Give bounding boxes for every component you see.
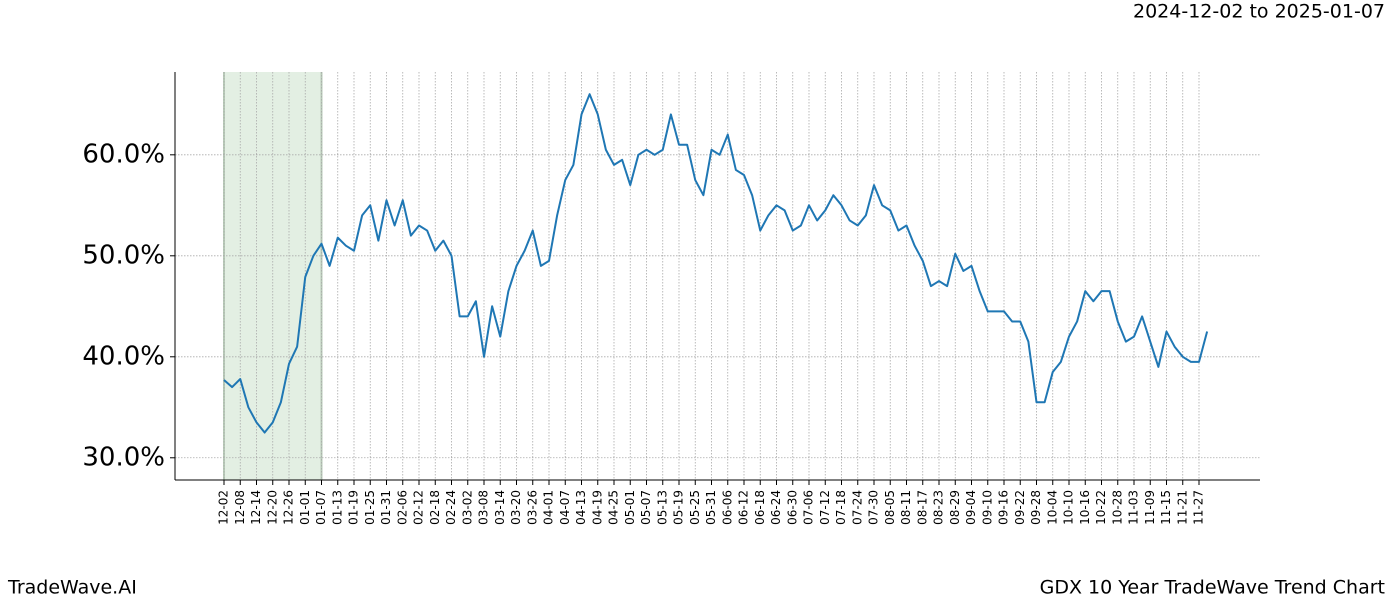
y-tick-label: 50.0% <box>82 240 165 270</box>
x-tick-label: 05-19 <box>672 490 686 525</box>
x-tick-label: 09-28 <box>1029 490 1043 525</box>
x-tick-label: 07-06 <box>802 490 816 525</box>
x-tick-label: 11-21 <box>1175 490 1189 525</box>
x-tick-label: 09-04 <box>964 490 978 525</box>
y-tick-label: 60.0% <box>82 139 165 169</box>
x-tick-label: 12-14 <box>249 490 263 525</box>
x-tick-label: 06-24 <box>769 490 783 525</box>
x-tick-label: 01-01 <box>298 490 312 525</box>
x-tick-label: 08-29 <box>948 490 962 525</box>
x-tick-label: 12-08 <box>233 490 247 525</box>
x-tick-label: 11-09 <box>1143 490 1157 525</box>
x-tick-label: 03-08 <box>477 490 491 525</box>
x-tick-label: 10-04 <box>1045 490 1059 525</box>
x-tick-label: 04-13 <box>574 490 588 525</box>
x-tick-label: 04-25 <box>607 490 621 525</box>
x-tick-label: 01-07 <box>314 490 328 525</box>
x-tick-label: 03-02 <box>460 490 474 525</box>
x-tick-label: 12-02 <box>217 490 231 525</box>
x-tick-label: 05-01 <box>623 490 637 525</box>
x-tick-label: 04-07 <box>558 490 572 525</box>
x-tick-label: 08-05 <box>883 490 897 525</box>
x-tick-label: 05-07 <box>639 490 653 525</box>
x-tick-label: 10-28 <box>1110 490 1124 525</box>
x-tick-label: 03-14 <box>493 490 507 525</box>
x-tick-label: 07-18 <box>834 490 848 525</box>
x-tick-label: 12-26 <box>282 490 296 525</box>
x-tick-label: 05-31 <box>704 490 718 525</box>
footer-left: TradeWave.AI <box>7 577 137 599</box>
x-tick-label: 02-12 <box>412 490 426 525</box>
y-tick-label: 30.0% <box>82 442 165 472</box>
date-range: 2024-12-02 to 2025-01-07 <box>1133 1 1385 23</box>
x-tick-label: 04-01 <box>542 490 556 525</box>
x-tick-label: 08-11 <box>899 490 913 525</box>
x-tick-label: 02-06 <box>395 490 409 525</box>
x-tick-label: 04-19 <box>590 490 604 525</box>
footer-right: GDX 10 Year TradeWave Trend Chart <box>1040 577 1385 599</box>
x-tick-label: 11-03 <box>1127 490 1141 525</box>
x-tick-label: 05-13 <box>655 490 669 525</box>
series-line <box>223 93 1209 434</box>
x-tick-label: 07-30 <box>867 490 881 525</box>
x-tick-label: 12-20 <box>265 490 279 525</box>
x-tick-label: 05-25 <box>688 490 702 525</box>
x-tick-label: 07-12 <box>818 490 832 525</box>
x-tick-label: 09-16 <box>997 490 1011 525</box>
x-tick-label: 06-12 <box>737 490 751 525</box>
x-tick-label: 01-25 <box>363 490 377 525</box>
x-tick-label: 10-10 <box>1062 490 1076 525</box>
x-tick-label: 11-27 <box>1192 490 1206 525</box>
x-tick-label: 03-26 <box>525 490 539 525</box>
x-tick-label: 10-22 <box>1094 490 1108 525</box>
x-tick-label: 01-31 <box>379 490 393 525</box>
x-tick-label: 01-13 <box>330 490 344 525</box>
y-tick-label: 40.0% <box>82 341 165 371</box>
x-tick-label: 08-17 <box>915 490 929 525</box>
x-tick-label: 09-22 <box>1013 490 1027 525</box>
x-tick-label: 03-20 <box>509 490 523 525</box>
x-tick-label: 01-19 <box>347 490 361 525</box>
x-tick-label: 08-23 <box>932 490 946 525</box>
x-tick-label: 06-06 <box>720 490 734 525</box>
x-tick-label: 07-24 <box>850 490 864 525</box>
x-tick-label: 06-18 <box>753 490 767 525</box>
x-tick-label: 09-10 <box>980 490 994 525</box>
x-tick-label: 02-18 <box>428 490 442 525</box>
x-tick-label: 11-15 <box>1159 490 1173 525</box>
x-tick-label: 02-24 <box>444 490 458 525</box>
x-tick-label: 10-16 <box>1078 490 1092 525</box>
x-tick-label: 06-30 <box>785 490 799 525</box>
